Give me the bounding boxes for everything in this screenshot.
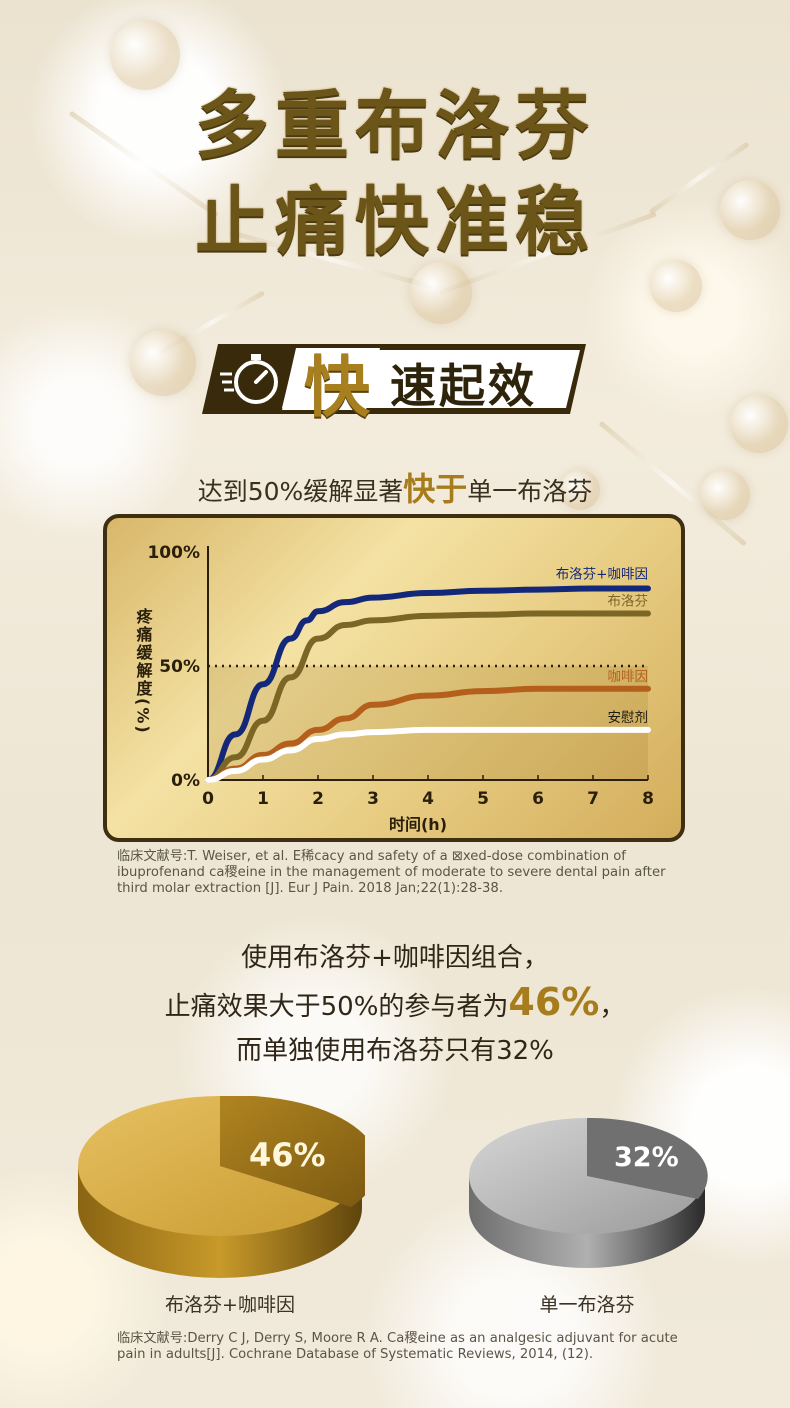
x-tick-label: 1: [257, 789, 269, 809]
x-tick-label: 0: [202, 789, 214, 809]
result-message: 使用布洛芬+咖啡因组合， 止痛效果大于50%的参与者为46%， 而单独使用布洛芬…: [0, 936, 790, 1073]
series-line: [205, 610, 651, 783]
headline-line-2: 止痛快准稳: [195, 179, 595, 265]
x-tick-label: 7: [587, 789, 599, 809]
pie-combo-caption: 布洛芬+咖啡因: [165, 1294, 295, 1316]
y-axis-label: 疼痛缓解度(%): [134, 607, 154, 735]
x-tick-label: 2: [312, 789, 324, 809]
pie-single-caption: 单一布洛芬: [539, 1294, 635, 1316]
pie-single: 32%: [466, 1117, 708, 1268]
chart-lower-band: [208, 666, 648, 780]
x-tick-label: 8: [642, 789, 654, 809]
series-line: [205, 726, 651, 783]
pie-single-value: 32%: [614, 1142, 679, 1173]
relief-chart: 0% 50% 100% 0 1 2 3 4 5 6 7 8 时间(h) 疼痛缓解度(%) 布洛芬+咖啡因布洛…: [134, 543, 654, 834]
fast-onset-badge: 快 速起效: [200, 342, 588, 426]
x-axis-label: 时间(h): [389, 815, 447, 834]
pie-combo-value: 46%: [249, 1136, 326, 1174]
message-big-value: 46%: [508, 980, 600, 1024]
x-tick-label: 6: [532, 789, 544, 809]
message-line-1: 使用布洛芬+咖啡因组合，: [241, 943, 549, 973]
chart-panel: 0% 50% 100% 0 1 2 3 4 5 6 7 8 时间(h) 疼痛缓解度(%) 布洛芬+咖啡因布洛…: [103, 514, 685, 842]
x-tick-label: 4: [422, 789, 434, 809]
series-label: 布洛芬+咖啡因: [556, 566, 648, 582]
chart-subtitle: 达到50%缓解显著快于单一布洛芬: [197, 470, 593, 508]
reference-1: 临床文献号:T. Weiser, et al. E稀cacy and safet…: [117, 849, 666, 896]
x-tick-label: 5: [477, 789, 489, 809]
series-line: [205, 685, 651, 783]
stopwatch-icon: [218, 350, 284, 408]
badge-highlight: 快: [304, 349, 370, 426]
headline-line-1: 多重布洛芬: [195, 83, 595, 169]
series-label: 咖啡因: [608, 669, 649, 685]
badge-text: 速起效: [390, 359, 537, 413]
message-line-2: 止痛效果大于50%的参与者为46%，: [164, 980, 626, 1024]
message-line-3: 而单独使用布洛芬只有32%: [236, 1036, 554, 1066]
series-line: [205, 585, 651, 783]
y-tick-label: 0%: [171, 771, 200, 791]
badge-shape: [202, 344, 586, 414]
series-label: 安慰剂: [608, 709, 649, 726]
y-tick-label: 50%: [159, 657, 200, 677]
x-tick-label: 3: [367, 789, 379, 809]
reference-2: 临床文献号:Derry C J, Derry S, Moore R A. Ca稷…: [117, 1331, 678, 1362]
series-label: 布洛芬: [608, 594, 649, 610]
y-tick-label: 100%: [147, 543, 200, 563]
pie-combo: 46%: [75, 1095, 379, 1286]
subtitle-highlight: 快于: [403, 470, 468, 508]
